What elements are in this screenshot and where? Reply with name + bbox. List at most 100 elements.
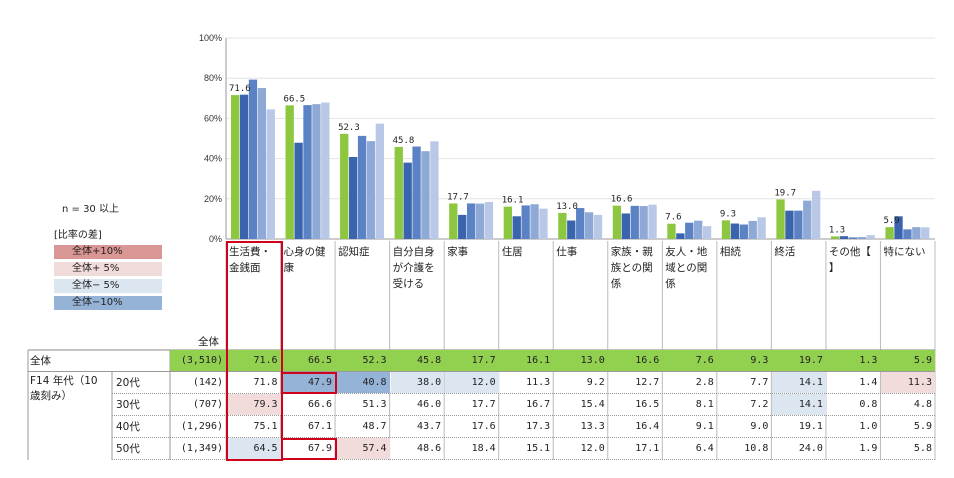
bar: [757, 217, 766, 239]
bar: [694, 220, 703, 239]
table-cell: 57.4: [336, 438, 390, 459]
table-cell: 13.3: [580, 421, 605, 432]
bar: [785, 210, 794, 239]
table-cell: 71.8: [253, 377, 278, 388]
table-cell: 6.4: [695, 443, 714, 454]
bar: [285, 105, 294, 240]
sample-size-note: n = 30 以上: [62, 204, 119, 215]
bar: [685, 222, 694, 239]
bar: [231, 95, 240, 239]
legend-swatch: [54, 262, 70, 276]
bar: [294, 142, 303, 239]
bar: [303, 105, 312, 239]
bar: [266, 109, 275, 239]
table-cell: 79.3: [227, 394, 281, 415]
y-tick-label: 100%: [199, 33, 222, 43]
bar: [248, 79, 258, 240]
row-label: 20代: [116, 377, 140, 389]
table-cell: 48.7: [362, 421, 387, 432]
table-cell: 1.4: [859, 377, 878, 388]
bar: [421, 151, 430, 239]
table-cell: 24.0: [798, 443, 823, 454]
bar: [466, 203, 476, 239]
bar: [576, 208, 585, 239]
n-column-header: 全体: [198, 336, 219, 348]
legend-title: [比率の差]: [54, 230, 102, 241]
bar: [830, 236, 840, 239]
bar: [458, 214, 467, 239]
table-cell: 40.8: [336, 372, 390, 393]
bar: [739, 224, 748, 239]
table-cell: 2.8: [695, 377, 714, 388]
table-cell: 17.7: [471, 399, 496, 410]
table-cell: 43.7: [417, 421, 442, 432]
bar: [848, 237, 858, 239]
table-cell: 14.1: [772, 394, 826, 415]
bar: [584, 212, 594, 239]
table-cell: 4.8: [913, 399, 932, 410]
table-cell: 71.6: [253, 355, 278, 366]
table-cell: 11.3: [526, 377, 551, 388]
category-header: 心身の健 康: [283, 246, 326, 274]
y-tick-label: 0%: [209, 234, 222, 244]
bar: [530, 204, 539, 239]
bar: [621, 213, 630, 239]
bar: [403, 162, 412, 239]
category-header: 住居: [501, 246, 523, 258]
row-sample-size: (1,296): [180, 421, 223, 432]
bar-data-label: 16.1: [502, 196, 524, 206]
legend-swatch: [54, 296, 70, 310]
row-label: 40代: [116, 421, 140, 433]
legend-item: 全体+10%: [54, 244, 162, 260]
bar: [812, 190, 821, 239]
table-cell: 7.6: [695, 355, 714, 366]
bar: [449, 203, 458, 239]
bar: [702, 226, 712, 239]
bar: [912, 227, 921, 239]
total-row-background: [170, 350, 935, 371]
table-cell: 18.4: [471, 443, 496, 454]
table-cell: 9.2: [586, 377, 605, 388]
table-cell: 11.3: [881, 372, 935, 393]
bar: [676, 233, 685, 239]
category-header: 特にない: [883, 246, 926, 258]
bar: [321, 102, 330, 239]
highlight-frame: [280, 438, 338, 460]
table-cell: 64.5: [227, 438, 281, 459]
bar: [857, 236, 866, 239]
table-cell: 16.6: [635, 355, 660, 366]
bar-data-label: 5.9: [883, 216, 899, 226]
y-tick-label: 60%: [204, 113, 222, 123]
bar: [721, 220, 731, 239]
table-cell: 0.8: [859, 399, 878, 410]
category-header: 認知症: [338, 246, 370, 258]
bar-data-label: 16.6: [611, 195, 633, 205]
table-cell: 17.1: [635, 443, 660, 454]
table-cell: 16.1: [526, 355, 551, 366]
table-cell: 17.3: [526, 421, 551, 432]
bar: [503, 206, 512, 239]
row-label: 50代: [116, 443, 140, 455]
table-cell: 10.8: [744, 443, 769, 454]
row-sample-size: (707): [192, 399, 223, 410]
bar: [348, 156, 358, 239]
legend-swatch: [54, 279, 70, 293]
table-cell: 9.0: [750, 421, 769, 432]
bar: [366, 141, 376, 239]
bar: [612, 205, 622, 239]
legend-label: 全体− 5%: [70, 279, 162, 293]
table-cell: 5.9: [913, 355, 932, 366]
table-cell: 12.0: [580, 443, 605, 454]
bar-data-label: 13.0: [556, 202, 578, 212]
bar: [667, 223, 676, 239]
table-cell: 13.0: [580, 355, 605, 366]
bar: [394, 146, 403, 239]
bar: [257, 88, 267, 239]
bar-data-label: 52.3: [338, 123, 360, 133]
bar: [484, 202, 494, 239]
bar-data-label: 7.6: [665, 213, 681, 223]
bar: [558, 212, 567, 239]
row-sample-size: (142): [192, 377, 223, 388]
bar: [430, 141, 439, 239]
